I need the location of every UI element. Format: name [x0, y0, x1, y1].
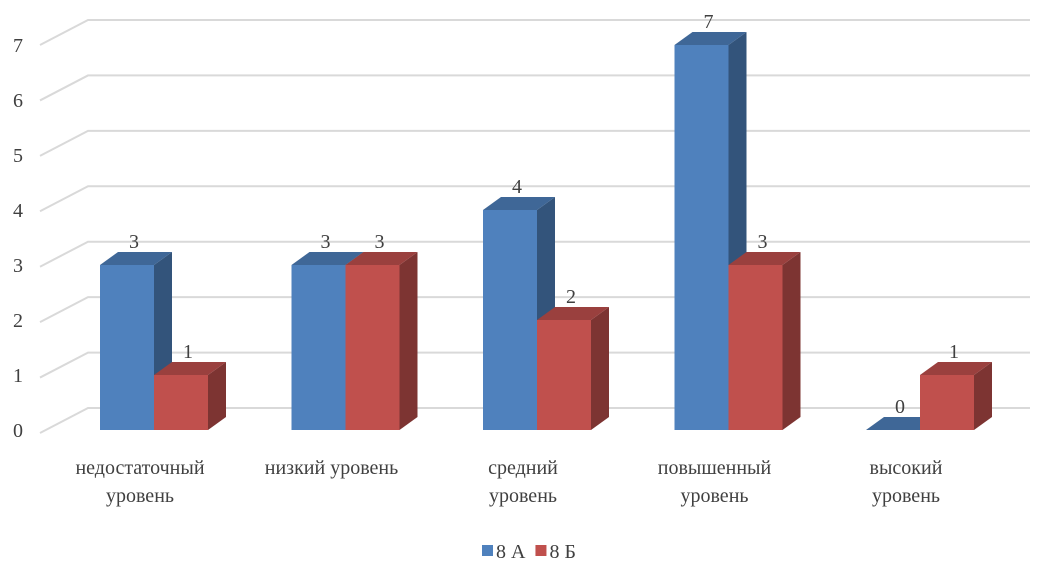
x-tick-label: средний уровень [488, 457, 558, 507]
bar [345, 252, 418, 430]
bar [728, 252, 801, 430]
bar-top [674, 32, 747, 45]
bar-side [974, 362, 992, 430]
bar-top [728, 252, 801, 265]
y-tick-label: 2 [13, 310, 23, 332]
grid-line [39, 129, 1030, 157]
bar-side [399, 252, 418, 430]
bar-top [537, 307, 609, 320]
bar-top [100, 252, 172, 265]
data-label: 1 [183, 341, 193, 363]
y-tick-label: 4 [13, 200, 23, 222]
data-label: 3 [321, 231, 331, 253]
bar-front [345, 265, 400, 430]
bar-front [291, 265, 346, 430]
x-tick-label: низкий уровень [264, 457, 399, 479]
bar-top [291, 252, 364, 265]
bar-top [154, 362, 226, 375]
bar [537, 307, 609, 430]
x-tick-label: повышенный уровень [657, 457, 772, 507]
bar-top [920, 362, 992, 375]
data-label: 3 [129, 231, 139, 253]
bar [920, 362, 992, 430]
bar-top [483, 197, 555, 210]
y-tick-label: 0 [13, 420, 23, 442]
bar-top [345, 252, 418, 265]
bar-front [483, 210, 537, 430]
bar-front [920, 375, 974, 430]
y-tick-label: 6 [13, 90, 23, 112]
bar [154, 362, 226, 430]
bar-side [782, 252, 801, 430]
y-tick-label: 1 [13, 365, 23, 387]
data-label: 1 [949, 341, 959, 363]
y-tick-label: 7 [13, 35, 23, 57]
x-tick-label: недостаточный уровень [75, 457, 205, 507]
x-tick-label: высокий уровень [869, 457, 943, 507]
grid-line [39, 74, 1030, 102]
legend-label: 8 А [496, 541, 526, 563]
data-label: 3 [758, 231, 768, 253]
legend-label: 8 Б [549, 541, 575, 563]
data-label: 7 [704, 11, 714, 33]
bar-front [537, 320, 591, 430]
y-tick-label: 3 [13, 255, 23, 277]
data-label: 3 [375, 231, 385, 253]
bar-front [154, 375, 208, 430]
data-label: 4 [512, 176, 522, 198]
data-label: 2 [566, 286, 576, 308]
y-tick-label: 5 [13, 145, 23, 167]
bar-side [591, 307, 609, 430]
data-label: 0 [895, 396, 905, 418]
legend-swatch [482, 545, 493, 556]
bar-front [100, 265, 154, 430]
legend-swatch [535, 545, 547, 556]
bar [674, 32, 747, 430]
bar-front [674, 45, 729, 430]
grid-line [39, 19, 1030, 46]
bar-side [208, 362, 226, 430]
bar-front [728, 265, 783, 430]
